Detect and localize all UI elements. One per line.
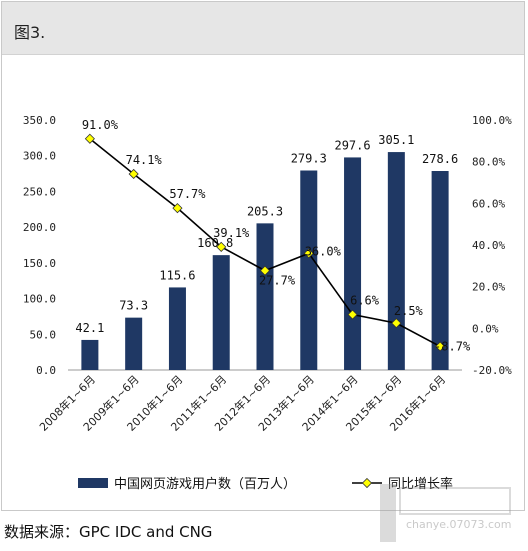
bar-value-label: 297.6 <box>334 138 370 152</box>
y-left-tick-label: 50.0 <box>30 328 57 341</box>
bar-value-label: 305.1 <box>378 133 414 147</box>
growth-rate-marker <box>391 318 402 329</box>
y-right-tick-label: -20.0% <box>472 364 512 377</box>
watermark-logo-icon <box>380 484 511 542</box>
y-left-tick-label: 150.0 <box>23 257 56 270</box>
y-right-tick-label: 60.0% <box>472 197 505 210</box>
growth-rate-marker <box>128 168 139 180</box>
y-right-tick-label: 100.0% <box>472 114 512 127</box>
chart-frame: 图3. <box>1 1 525 511</box>
growth-rate-marker <box>303 248 314 259</box>
y-left-tick-label: 200.0 <box>23 221 56 234</box>
bar <box>168 287 186 370</box>
data-source-note: 数据来源：GPC IDC and CNG <box>4 523 213 541</box>
growth-rate-marker <box>435 341 446 352</box>
y-left-tick-label: 100.0 <box>23 293 56 306</box>
bar <box>344 157 362 370</box>
bar <box>431 171 449 370</box>
growth-rate-marker <box>259 265 271 276</box>
legend-swatch-users <box>78 478 108 488</box>
y-left-tick-label: 250.0 <box>23 185 56 198</box>
bar-value-label: 115.6 <box>159 268 195 282</box>
figure-title: 图3. <box>14 23 46 42</box>
growth-rate-label: 27.7% <box>259 274 296 288</box>
bar-value-label: 42.1 <box>75 321 104 335</box>
legend-label-users: 中国网页游戏用户数（百万人） <box>114 476 296 492</box>
bar-value-label: 278.6 <box>422 152 458 166</box>
bar <box>300 170 318 370</box>
growth-rate-label: 74.1% <box>126 153 163 167</box>
growth-rate-label: 2.5% <box>394 304 424 318</box>
bar <box>256 223 274 370</box>
y-left-tick-label: 350.0 <box>23 114 56 127</box>
growth-rate-label: 6.6% <box>350 294 380 308</box>
bar <box>212 255 230 370</box>
combo-chart: 0.0 50.0 100.0 150.0 200.0 250.0 300.0 350.0 -20… <box>23 114 512 492</box>
bar-value-label: 279.3 <box>291 152 327 166</box>
y-right-tick-label: 0.0% <box>472 322 499 335</box>
growth-rate-label: 91.0% <box>82 118 119 132</box>
y-right-tick-label: 20.0% <box>472 281 505 294</box>
legend-label-growth: 同比增长率 <box>388 476 453 492</box>
growth-rate-label: 39.1% <box>213 226 250 240</box>
growth-rate-marker <box>172 203 183 214</box>
growth-rate-label: -8.7% <box>434 339 471 353</box>
growth-rate-label: 36.0% <box>305 244 342 258</box>
y-left-tick-label: 300.0 <box>23 150 56 163</box>
figure-title-bar: 图3. <box>2 2 524 55</box>
site-watermark: chanye.07073.com <box>380 480 520 546</box>
y-right-tick-label: 80.0% <box>472 156 505 169</box>
watermark-url: chanye.07073.com <box>406 518 512 531</box>
bar <box>125 317 143 370</box>
bar <box>387 152 405 370</box>
y-right-tick-label: 40.0% <box>472 239 505 252</box>
y-left-tick-label: 0.0 <box>36 364 56 377</box>
bar-value-label: 73.3 <box>119 299 148 313</box>
growth-rate-marker <box>216 241 227 252</box>
growth-rate-label: 57.7% <box>169 187 206 201</box>
growth-rate-marker <box>347 309 358 320</box>
bar <box>81 339 99 370</box>
bar-value-label: 205.3 <box>247 204 283 218</box>
legend-swatch-growth-marker <box>361 477 373 489</box>
growth-rate-marker <box>84 133 95 144</box>
